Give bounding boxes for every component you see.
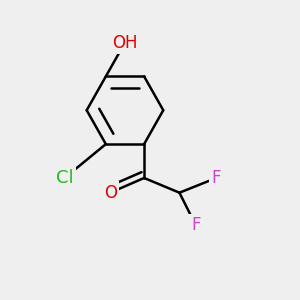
Text: Cl: Cl [56, 169, 74, 187]
Text: F: F [191, 216, 200, 234]
Text: O: O [104, 184, 117, 202]
Text: F: F [212, 169, 221, 187]
Text: OH: OH [112, 34, 138, 52]
